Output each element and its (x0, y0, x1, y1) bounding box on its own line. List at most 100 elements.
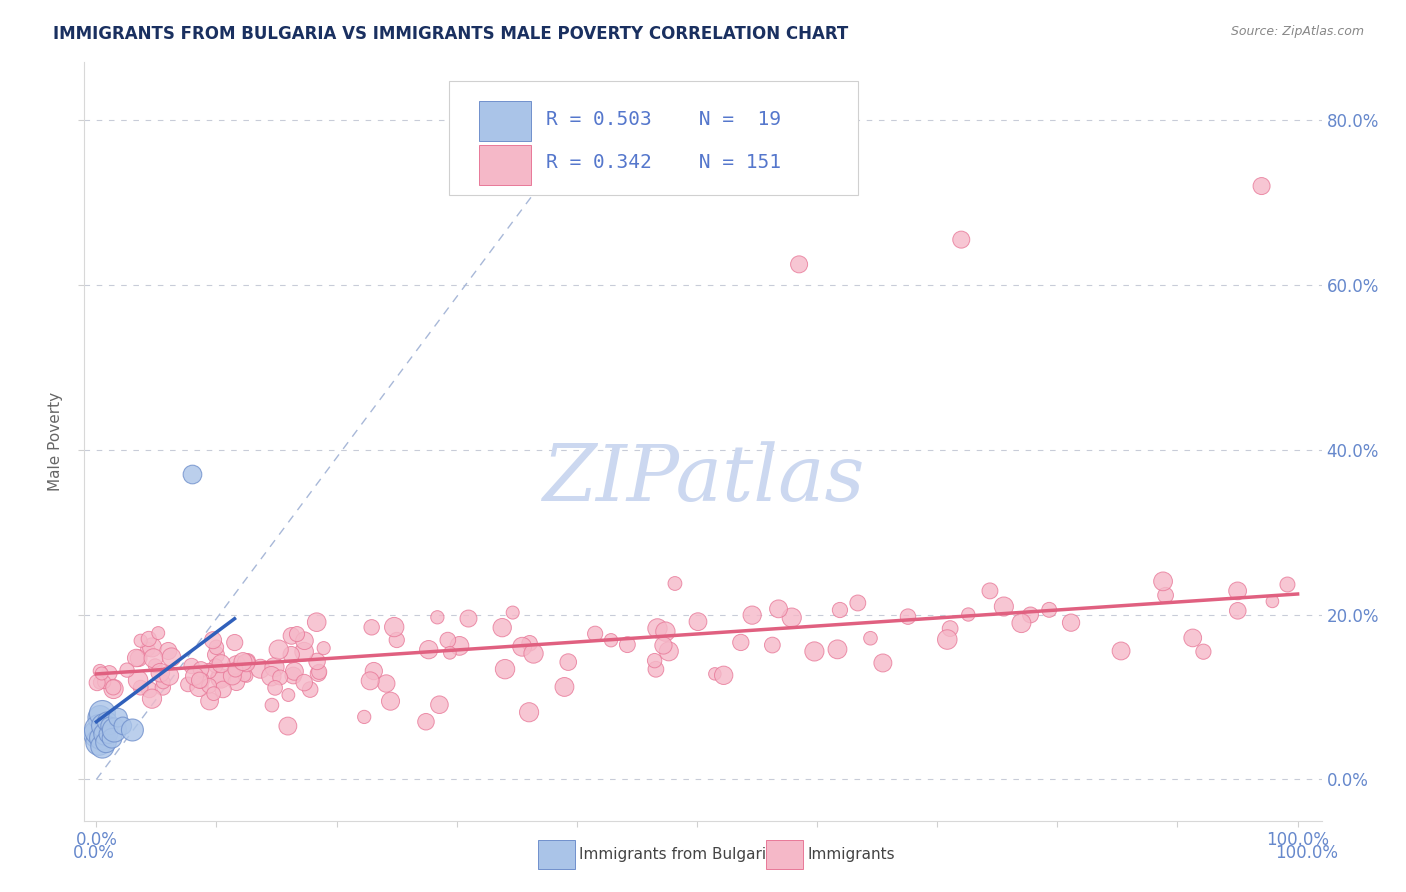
Point (292, 675, 315, 690)
Point (204, 658, 226, 673)
Point (264, 681, 287, 695)
Point (98, 666, 121, 681)
Point (138, 632, 160, 646)
Text: R = 0.503    N =  19: R = 0.503 N = 19 (546, 110, 780, 128)
Point (385, 632, 408, 647)
Point (305, 615, 328, 630)
Point (553, 680, 575, 694)
Point (600, 633, 623, 648)
Point (157, 669, 180, 683)
Point (647, 621, 669, 635)
Point (280, 629, 302, 643)
Point (780, 610, 803, 624)
Point (107, 711, 129, 725)
Point (426, 610, 449, 624)
Point (1192, 645, 1215, 659)
Text: ZIPatlas: ZIPatlas (541, 442, 865, 517)
Point (283, 665, 305, 679)
Point (1250, 179, 1272, 194)
Point (1154, 588, 1177, 602)
Point (89, 675, 111, 690)
Point (101, 731, 124, 746)
Point (437, 633, 460, 648)
Point (86, 675, 108, 690)
Point (103, 681, 125, 696)
Point (957, 607, 980, 622)
Point (90, 666, 112, 681)
Point (897, 609, 920, 624)
Point (382, 620, 405, 634)
Point (703, 666, 725, 681)
Point (152, 681, 174, 695)
Point (141, 691, 163, 706)
Point (198, 694, 221, 708)
Point (1038, 603, 1060, 617)
Point (519, 636, 541, 650)
Point (1152, 574, 1174, 589)
Point (979, 583, 1001, 598)
Point (491, 621, 513, 635)
Point (143, 658, 166, 673)
Point (89, 711, 111, 725)
Point (457, 611, 479, 625)
Point (761, 638, 783, 652)
Point (299, 682, 322, 697)
Point (1010, 616, 1032, 631)
Text: Source: ZipAtlas.com: Source: ZipAtlas.com (1230, 25, 1364, 38)
Point (183, 669, 205, 683)
Point (283, 668, 305, 682)
Point (97, 727, 120, 741)
Point (557, 655, 579, 669)
FancyBboxPatch shape (479, 101, 531, 141)
Point (846, 596, 869, 610)
Point (1261, 594, 1284, 608)
Point (188, 673, 211, 688)
Point (236, 654, 259, 668)
Point (209, 657, 232, 671)
Point (644, 654, 666, 668)
Point (415, 714, 437, 729)
Point (263, 660, 285, 674)
Point (148, 626, 170, 640)
Point (1277, 577, 1299, 591)
Point (260, 698, 283, 713)
FancyBboxPatch shape (479, 145, 531, 185)
Point (494, 662, 516, 676)
Point (128, 651, 150, 665)
Point (363, 664, 385, 678)
Point (209, 672, 232, 686)
Point (285, 627, 308, 641)
Point (233, 668, 256, 682)
Point (787, 257, 810, 271)
Point (138, 682, 160, 697)
Point (1109, 644, 1132, 658)
Point (664, 576, 686, 591)
Point (157, 644, 180, 658)
Point (936, 632, 959, 647)
Point (616, 638, 638, 652)
Point (212, 682, 235, 697)
Point (87, 735, 110, 749)
Point (198, 679, 221, 693)
Point (232, 655, 254, 669)
Point (96, 714, 118, 729)
Point (235, 656, 257, 670)
Point (93, 675, 115, 690)
Point (449, 639, 471, 653)
Point (111, 719, 134, 733)
Point (89, 664, 111, 678)
Point (429, 698, 451, 712)
Point (152, 674, 174, 689)
Point (188, 681, 211, 695)
Point (198, 664, 221, 678)
Text: R = 0.342    N = 151: R = 0.342 N = 151 (546, 153, 780, 172)
Point (730, 635, 752, 649)
Point (517, 705, 540, 719)
Point (652, 639, 675, 653)
Point (294, 633, 316, 648)
Point (502, 606, 524, 620)
Point (224, 635, 246, 649)
Point (224, 663, 246, 677)
Point (277, 688, 299, 702)
Point (380, 694, 402, 708)
